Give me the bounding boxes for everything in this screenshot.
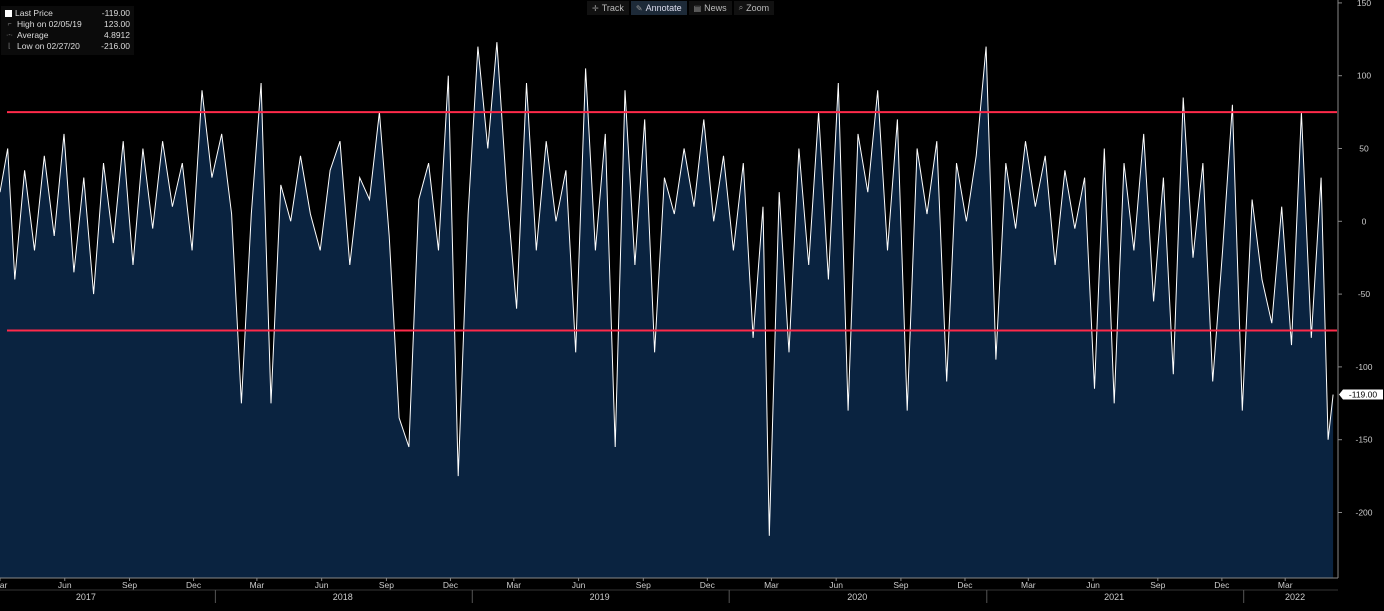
x-tick-label: Sep — [893, 580, 908, 590]
x-year-label: 2020 — [847, 592, 867, 602]
series-line — [0, 42, 1334, 536]
legend-label: Average — [17, 30, 49, 40]
pencil-icon: ✎ — [635, 3, 643, 13]
magnifier-icon: ⌕ — [738, 3, 744, 12]
track-label: Track — [601, 3, 624, 13]
x-tick-label: Sep — [122, 580, 137, 590]
legend-value: -119.00 — [101, 8, 130, 18]
legend-row-average: ·-· Average 4.8912 — [5, 30, 134, 41]
y-tick-label: 100 — [1357, 71, 1371, 81]
x-tick-label: Dec — [957, 580, 973, 590]
x-tick-label: Jun — [1086, 580, 1100, 590]
legend-row-high: ⌐ High on 02/05/19 123.00 — [5, 19, 134, 30]
x-year-label: 2022 — [1285, 592, 1305, 602]
last-value-label: -119.00 — [1349, 390, 1377, 400]
news-button[interactable]: ▤ News — [688, 1, 732, 15]
x-tick-label: Mar — [764, 580, 779, 590]
zoom-label: Zoom — [746, 3, 770, 13]
low-marker-icon: ⌊ — [8, 43, 11, 50]
y-tick-label: -50 — [1358, 289, 1371, 299]
news-label: News — [704, 3, 727, 13]
series-area — [0, 42, 1334, 578]
x-tick-label: Jun — [829, 580, 843, 590]
x-tick-label: Mar — [506, 580, 521, 590]
legend-label: High on 02/05/19 — [17, 19, 82, 29]
x-tick-label: Jun — [572, 580, 586, 590]
x-tick-label: Dec — [700, 580, 716, 590]
crosshair-icon: ✛ — [592, 3, 599, 13]
legend-row-last-price: Last Price -119.00 — [5, 8, 134, 19]
x-year-label: 2019 — [590, 592, 610, 602]
x-tick-label: Sep — [636, 580, 651, 590]
x-year-label: 2017 — [76, 592, 96, 602]
x-tick-label: Dec — [443, 580, 459, 590]
y-tick-label: -200 — [1355, 507, 1372, 517]
legend-row-low: ⌊ Low on 02/27/20 -216.00 — [5, 41, 134, 52]
annotate-label: Annotate — [645, 3, 682, 13]
x-year-label: 2018 — [333, 592, 353, 602]
average-marker-icon: ·-· — [6, 32, 13, 39]
track-button[interactable]: ✛ Track — [587, 1, 629, 15]
legend-value: 123.00 — [104, 19, 130, 29]
x-year-label: 2021 — [1104, 592, 1124, 602]
x-tick-label: Sep — [379, 580, 394, 590]
x-tick-label: Mar — [1278, 580, 1293, 590]
x-tick-label: Mar — [1021, 580, 1036, 590]
legend-label: Last Price — [15, 8, 53, 18]
chart-legend: Last Price -119.00 ⌐ High on 02/05/19 123… — [1, 6, 134, 55]
x-tick-label: Sep — [1150, 580, 1165, 590]
y-tick-label: -100 — [1355, 362, 1372, 372]
last-value-marker: -119.00 — [1339, 389, 1383, 400]
legend-label: Low on 02/27/20 — [17, 41, 80, 51]
x-tick-label: Jun — [315, 580, 329, 590]
legend-value: 4.8912 — [104, 30, 130, 40]
x-tick-label: Dec — [186, 580, 202, 590]
zoom-button[interactable]: ⌕ Zoom — [733, 1, 775, 15]
chart-toolbar: ✛ Track ✎ Annotate ▤ News ⌕ Zoom — [587, 1, 775, 15]
legend-value: -216.00 — [101, 41, 130, 51]
y-tick-label: -150 — [1355, 435, 1372, 445]
annotate-button[interactable]: ✎ Annotate — [630, 1, 687, 15]
x-tick-label: Mar — [0, 580, 7, 590]
y-tick-label: 150 — [1357, 0, 1371, 8]
y-tick-label: 50 — [1359, 144, 1369, 154]
x-tick-label: Mar — [250, 580, 265, 590]
x-tick-label: Jun — [58, 580, 72, 590]
plot-area[interactable] — [0, 42, 1337, 578]
x-tick-label: Dec — [1214, 580, 1230, 590]
y-tick-label: 0 — [1362, 216, 1367, 226]
news-icon: ▤ — [693, 3, 702, 13]
last-value-box — [1339, 389, 1383, 400]
high-marker-icon: ⌐ — [7, 21, 12, 28]
series-swatch-icon — [5, 10, 12, 17]
